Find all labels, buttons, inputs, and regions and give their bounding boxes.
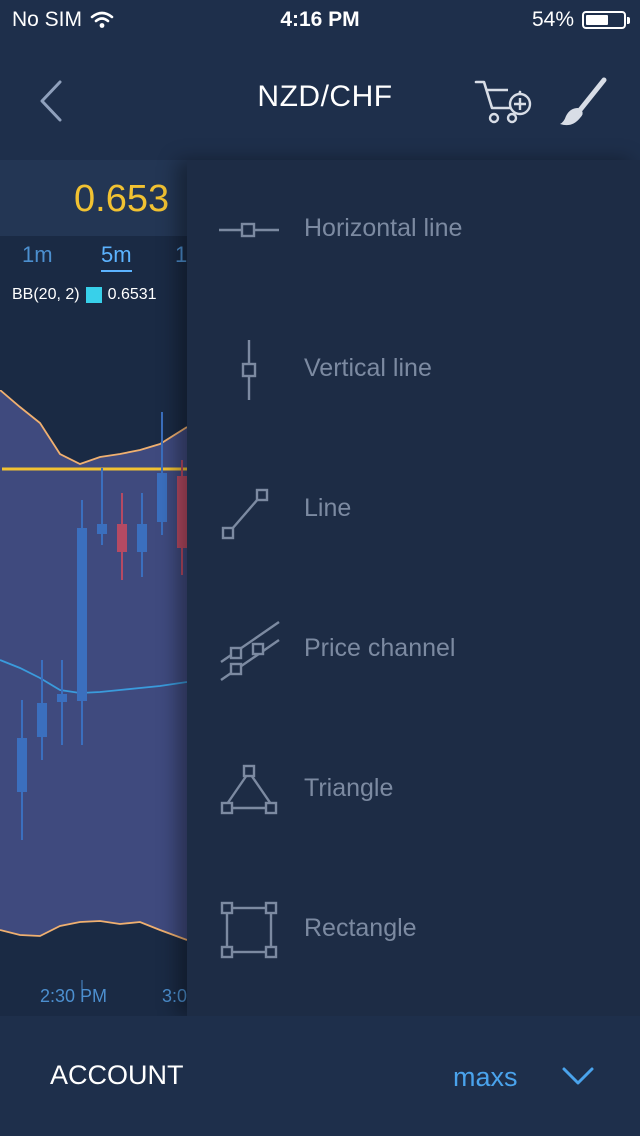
tool-line[interactable]: Line [187,440,640,580]
account-bar[interactable]: ACCOUNT maxs [0,1016,640,1136]
timeframe-1m[interactable]: 1m [22,242,53,267]
page-title: NZD/CHF [257,80,393,113]
tool-label: Rectangle [304,914,417,942]
price-row: 0.653 [0,160,187,236]
upper-band-line [0,390,187,465]
nav-bar: NZD/CHF [0,40,640,160]
tool-label: Price channel [304,634,456,662]
bollinger-band-fill [0,390,187,940]
lower-band-line [0,920,187,941]
indicator-name: BB(20, 2) [12,286,80,303]
chart-area[interactable]: 0.653 1m 5m 1 BB(20, 2) 0.6531 2:30 PM 3… [0,160,187,1016]
timeframe-5m[interactable]: 5m [101,242,132,272]
drawing-tools-panel: Horizontal line Vertical line Line Price… [187,160,640,1016]
wifi-icon [90,11,114,28]
tool-label: Triangle [304,774,394,802]
current-price: 0.653 [74,178,170,220]
tool-label: Line [304,494,352,522]
candles [17,412,187,840]
status-time: 4:16 PM [280,8,360,31]
brush-icon[interactable] [556,76,610,130]
tool-triangle[interactable]: Triangle [187,720,640,860]
tool-rectangle[interactable]: Rectangle [187,860,640,1000]
indicator-legend: BB(20, 2) 0.6531 [12,286,157,304]
price-chart[interactable] [0,390,187,990]
account-value[interactable]: maxs [453,1062,518,1092]
add-to-cart-icon[interactable] [472,74,534,128]
tool-price-channel[interactable]: Price channel [187,580,640,720]
tool-horizontal-line[interactable]: Horizontal line [187,160,640,300]
tool-label: Vertical line [304,354,432,382]
carrier-label: No SIM [12,8,83,31]
battery-icon [582,11,630,29]
status-right: 54% [531,8,630,32]
battery-percent: 54% [531,8,574,31]
line-icon [221,488,269,540]
status-left: No SIM [12,8,114,32]
price-channel-icon [220,621,280,681]
indicator-swatch [85,287,102,303]
back-arrow-icon[interactable] [30,78,70,124]
tool-label: Horizontal line [304,214,463,242]
vertical-line-icon [241,340,257,400]
status-bar: No SIM 4:16 PM 54% [0,0,640,40]
chevron-down-icon[interactable] [560,1064,596,1088]
time-label-2: 3:0 [162,986,187,1006]
account-label: ACCOUNT [50,1060,184,1090]
triangle-icon [220,764,278,815]
tool-vertical-line[interactable]: Vertical line [187,300,640,440]
middle-band-line [0,659,187,694]
timeframe-next[interactable]: 1 [175,242,187,267]
rectangle-icon [220,901,278,959]
indicator-value: 0.6531 [107,286,157,303]
time-label-1: 2:30 PM [40,986,108,1006]
horizontal-line-icon [219,222,279,238]
